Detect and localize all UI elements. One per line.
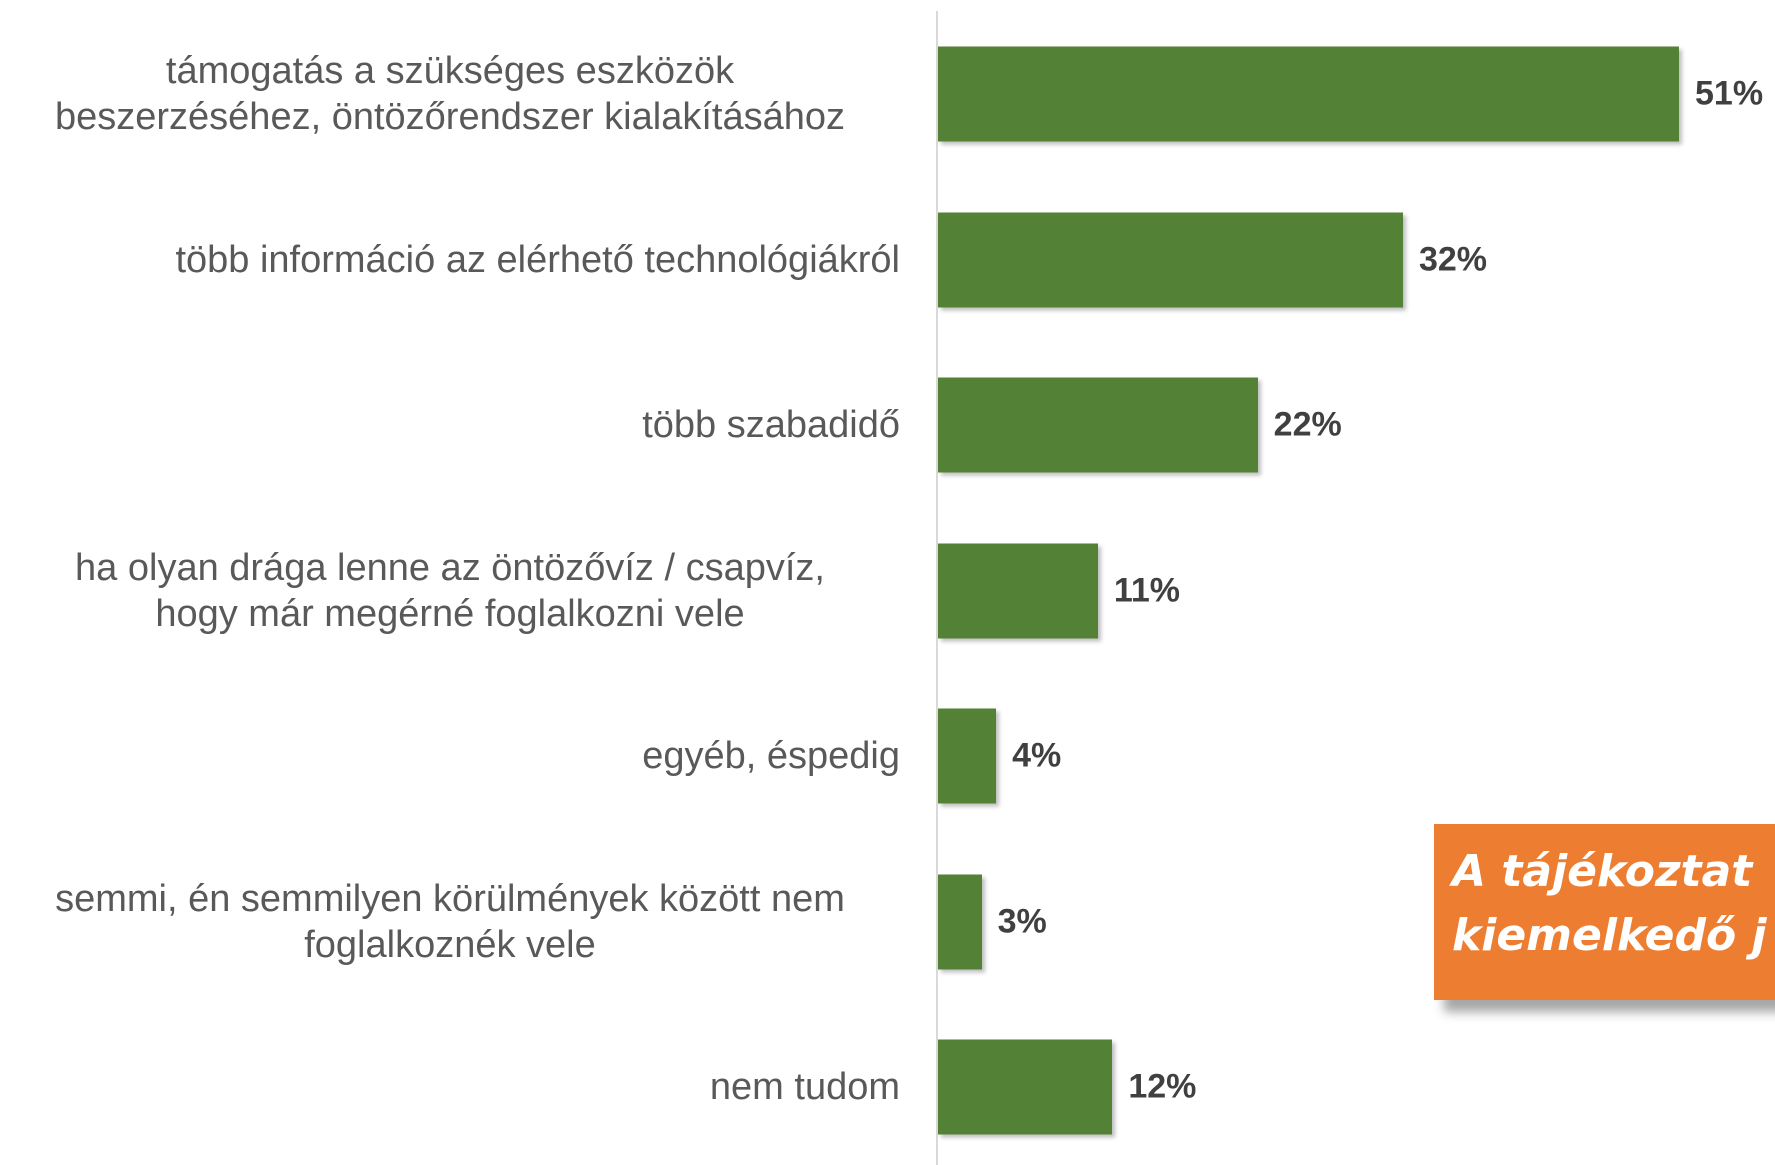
axis-line (936, 11, 938, 1165)
value-label: 22% (1273, 405, 1342, 444)
category-label: nem tudom (709, 1066, 900, 1108)
category-label: több szabadidő (642, 404, 900, 446)
bar (938, 1039, 1113, 1135)
value-label: 12% (1128, 1067, 1197, 1106)
callout: A tájékoztat kiemelkedő j (1434, 824, 1775, 1000)
value-label: 51% (1695, 74, 1764, 113)
category-label: ha olyan drága lenne az öntözővíz / csap… (75, 546, 825, 635)
category-label: több információ az elérhető technológiák… (175, 238, 900, 281)
category-label: semmi, én semmilyen körülmények között n… (55, 877, 845, 966)
category-label: támogatás a szükséges eszközök beszerzés… (54, 50, 845, 138)
value-label: 3% (997, 902, 1047, 940)
value-label: 32% (1418, 240, 1488, 278)
bar (938, 212, 1403, 307)
bar (938, 543, 1098, 638)
bar (938, 708, 997, 804)
value-label: 4% (1012, 736, 1062, 775)
value-label: 11% (1113, 571, 1181, 609)
bar (938, 874, 982, 969)
bar (938, 46, 1680, 142)
bar (938, 377, 1258, 473)
category-label: egyéb, éspedig (642, 735, 900, 777)
